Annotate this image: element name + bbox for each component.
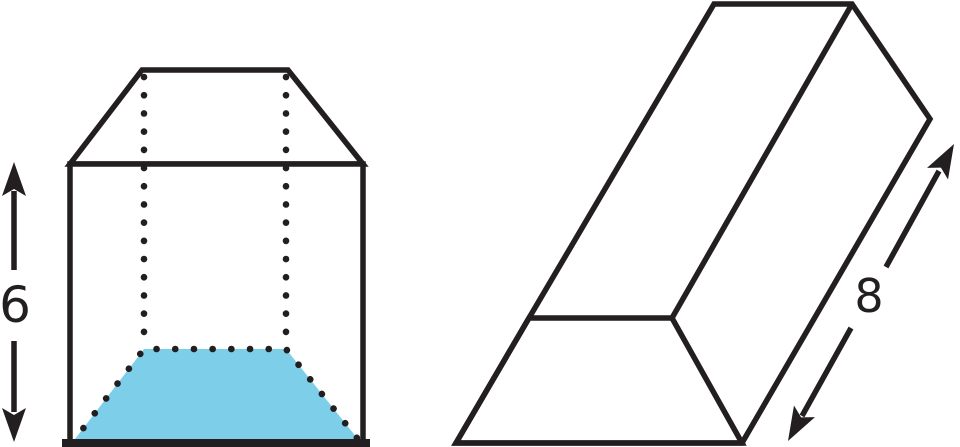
upright-prism-top-face [64, 67, 369, 167]
arrowhead-up-right-icon [927, 144, 954, 180]
length-arrow-line-lower [799, 326, 854, 418]
length-arrow-line-upper [883, 169, 942, 269]
tilted-prism [451, 1, 934, 446]
length-dimension: 8 [788, 144, 954, 441]
height-label: 6 [0, 276, 31, 334]
arrowhead-down-left-icon [788, 405, 815, 441]
height-dimension: 6 [0, 162, 31, 442]
arrowhead-up-icon [2, 162, 26, 196]
arrowhead-down-icon [2, 408, 26, 442]
tilted-prism-front-face [451, 315, 747, 446]
upright-prism [62, 67, 370, 447]
upright-prism-base-hidden-outline [68, 345, 365, 447]
upright-prism-base-face [72, 349, 361, 443]
tilted-prism-top-right-edge [669, 2, 855, 320]
length-label: 8 [854, 269, 883, 323]
tilted-prism-outline [451, 1, 934, 446]
